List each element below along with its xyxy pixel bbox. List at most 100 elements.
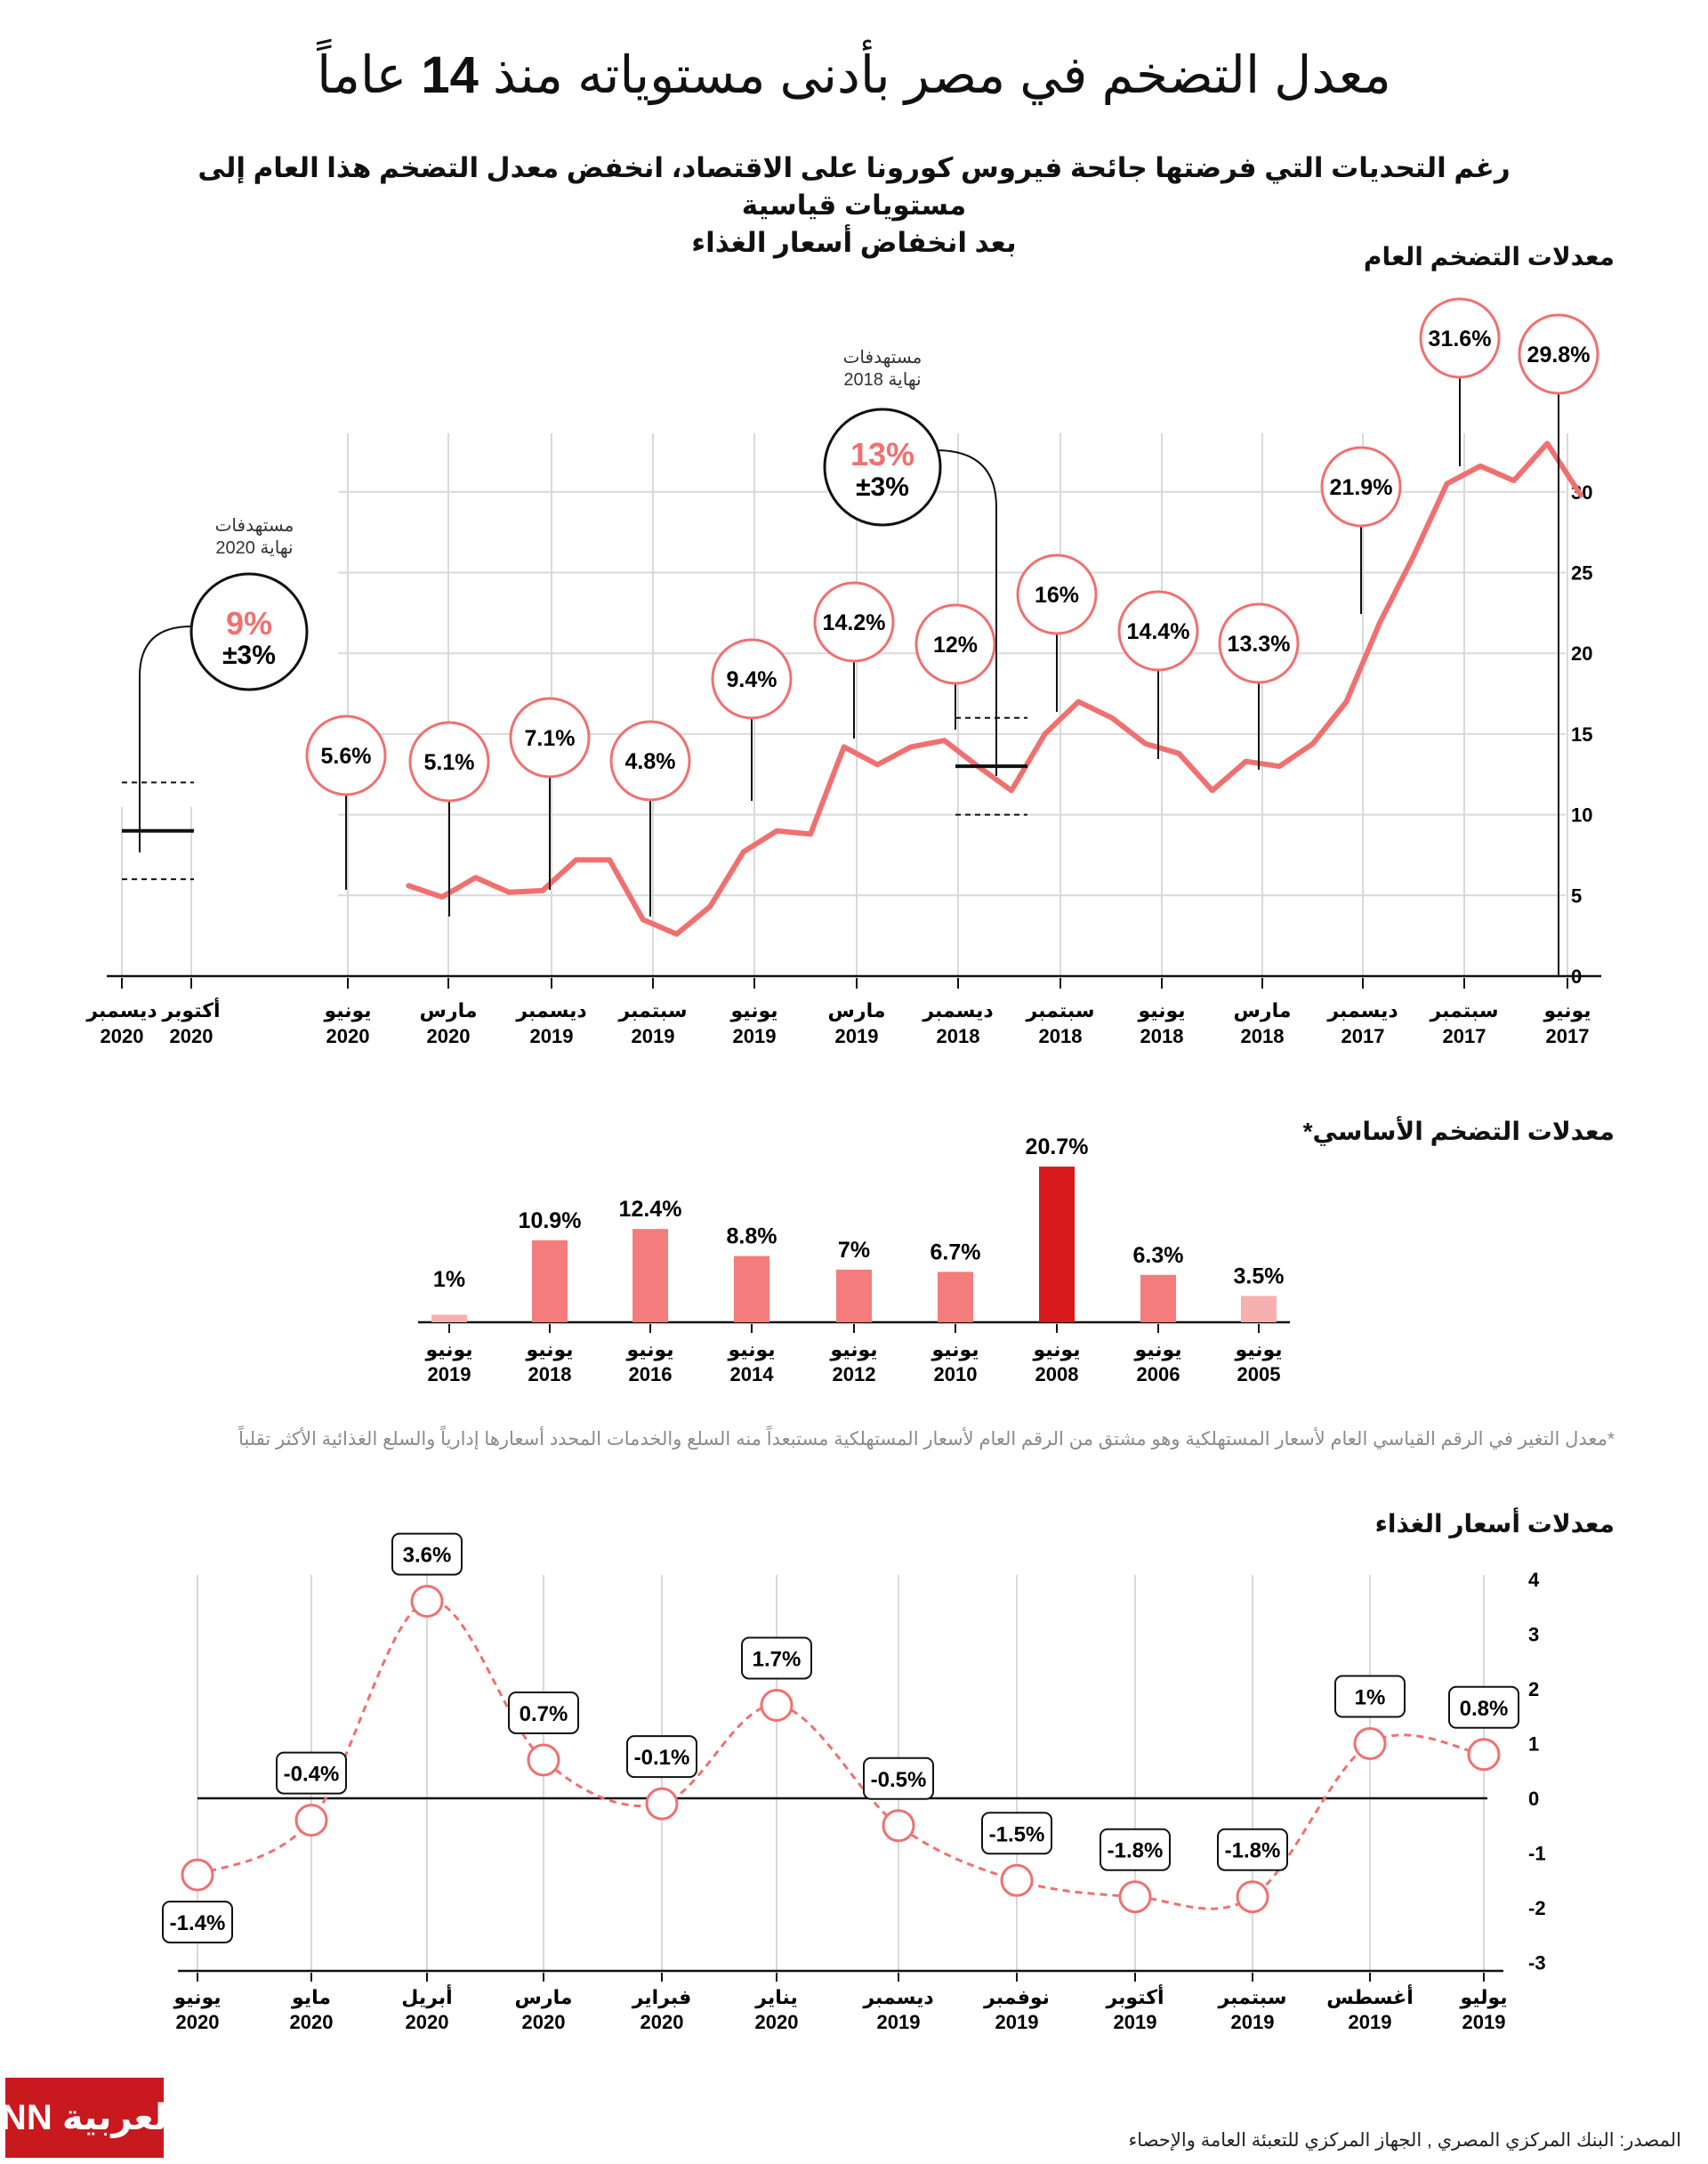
core-bar-value-label: 6.7% bbox=[931, 1239, 981, 1264]
annotation-value-label: 5.6% bbox=[321, 744, 372, 769]
x-tick-year-label: 2018 bbox=[1039, 1025, 1083, 1047]
food-tick-year: 2019 bbox=[1462, 2011, 1506, 2033]
target-2018-leader bbox=[935, 449, 997, 776]
target-2018-value: 13% bbox=[850, 436, 914, 472]
annotation-bubble bbox=[914, 603, 996, 685]
annotation-value-label: 16% bbox=[1035, 583, 1079, 608]
food-section-title: معدلات أسعار الغذاء bbox=[1374, 1510, 1615, 1538]
footnote: *معدل التغير في الرقم القياسي العام لأسع… bbox=[238, 1429, 1615, 1449]
x-tick-month-label: ديسمبر bbox=[515, 999, 586, 1022]
core-tick-year: 2019 bbox=[428, 1363, 471, 1385]
food-tick-month: يناير bbox=[754, 1986, 797, 2009]
x-tick-year-label: 2020 bbox=[326, 1025, 370, 1047]
food-y-tick-label: -3 bbox=[1528, 1952, 1546, 1974]
food-data-point bbox=[645, 1787, 679, 1821]
food-value-box bbox=[741, 1636, 812, 1680]
core-tick-month: يونيو bbox=[931, 1338, 979, 1361]
food-tick-year: 2020 bbox=[755, 2011, 799, 2033]
food-value-label: -1.4% bbox=[170, 1911, 226, 1935]
food-data-point bbox=[1353, 1727, 1387, 1760]
x-tick-month-label: يونيو bbox=[323, 999, 371, 1022]
target-2018-band-label: ±3% bbox=[856, 472, 909, 502]
food-tick-year: 2019 bbox=[1114, 2011, 1157, 2033]
food-tick-year: 2019 bbox=[877, 2011, 921, 2033]
core-tick-year: 2008 bbox=[1035, 1363, 1079, 1385]
core-tick-month: يونيو bbox=[424, 1338, 472, 1361]
headline-inflation-line bbox=[406, 440, 1583, 937]
cnn-arabic-logo: CNN بالعربية bbox=[0, 2078, 194, 2158]
annotation-bubble bbox=[813, 581, 895, 663]
logo-mark: CNN بالعربية bbox=[0, 2078, 194, 2158]
x-tick-year-label: 2017 bbox=[1443, 1025, 1486, 1047]
food-tick-month: أبريل bbox=[401, 1983, 452, 2009]
core-bar-value-label: 12.4% bbox=[619, 1197, 682, 1222]
annotation-bubble bbox=[609, 720, 691, 802]
food-value-box bbox=[276, 1751, 347, 1795]
food-data-point bbox=[1118, 1880, 1152, 1914]
annotation-value-label: 13.3% bbox=[1228, 632, 1291, 657]
page-title: معدل التضخم في مصر بأدنى مستوياته منذ 14… bbox=[0, 44, 1708, 105]
food-tick-year: 2020 bbox=[290, 2011, 334, 2033]
y-tick-label: 15 bbox=[1571, 723, 1592, 746]
title-text-start: معدل التضخم في مصر بأدنى مستوياته منذ bbox=[492, 46, 1391, 104]
core-bar-value-label: 10.9% bbox=[519, 1208, 582, 1233]
food-tick-year: 2019 bbox=[1349, 2011, 1392, 2033]
annotation-bubble bbox=[1016, 553, 1098, 635]
target-2020-band-label: ±3% bbox=[222, 641, 276, 670]
subtitle-line-2: بعد انخفاض أسعار الغذاء bbox=[691, 227, 1017, 258]
core-tick-month: يونيو bbox=[1032, 1338, 1080, 1361]
core-bar bbox=[532, 1239, 568, 1322]
food-price-curve bbox=[197, 1599, 1485, 1910]
x-tick-month-label: مارس bbox=[1234, 999, 1292, 1021]
core-bar-value-label: 20.7% bbox=[1026, 1134, 1089, 1159]
core-tick-year: 2016 bbox=[629, 1363, 673, 1385]
annotation-value-label: 14.2% bbox=[823, 610, 886, 635]
annotation-value-label: 12% bbox=[933, 633, 978, 658]
y-tick-label: 20 bbox=[1571, 642, 1592, 665]
source-note: المصدر: البنك المركزي المصري , الجهاز ال… bbox=[1128, 2130, 1681, 2151]
y-tick-label: 25 bbox=[1571, 562, 1592, 585]
annotation-value-label: 5.1% bbox=[424, 750, 475, 775]
y-tick-label: 5 bbox=[1571, 884, 1582, 907]
food-tick-month: سبتمبر bbox=[1217, 1986, 1286, 2009]
food-tick-year: 2020 bbox=[176, 2011, 220, 2033]
x-tick-year-label: 2018 bbox=[1241, 1025, 1285, 1047]
core-bar-value-label: 6.3% bbox=[1133, 1243, 1184, 1268]
x-tick-year-label: 2018 bbox=[1140, 1025, 1184, 1047]
x-tick-month-label: ديسمبر bbox=[85, 999, 157, 1022]
annotation-value-label: 14.4% bbox=[1127, 619, 1190, 644]
target-2020-caption-1: مستهدفات bbox=[215, 516, 294, 536]
food-tick-month: ديسمبر bbox=[862, 1986, 933, 2009]
food-data-point bbox=[527, 1743, 560, 1777]
x-tick-year-label: 2018 bbox=[937, 1025, 980, 1047]
food-data-point bbox=[410, 1585, 444, 1619]
food-value-label: -1.8% bbox=[1225, 1839, 1281, 1863]
food-value-label: 1.7% bbox=[753, 1647, 802, 1671]
annotation-bubble bbox=[1218, 602, 1300, 684]
food-value-label: -1.5% bbox=[989, 1822, 1045, 1846]
x-tick-month-label: يونيو bbox=[1137, 999, 1185, 1022]
core-bar bbox=[1039, 1167, 1075, 1322]
food-tick-year: 2020 bbox=[640, 2011, 684, 2033]
food-y-tick-label: 0 bbox=[1528, 1788, 1539, 1810]
annotation-value-label: 4.8% bbox=[625, 749, 676, 774]
core-bar bbox=[836, 1269, 872, 1322]
x-tick-year-label: 2020 bbox=[170, 1025, 214, 1047]
food-value-box bbox=[508, 1691, 579, 1734]
x-tick-year-label: 2017 bbox=[1341, 1025, 1385, 1047]
target-2020-caption-2: نهاية 2020 bbox=[215, 538, 293, 558]
core-tick-month: يونيو bbox=[727, 1338, 775, 1361]
annotation-value-label: 7.1% bbox=[525, 726, 576, 751]
food-value-label: 0.7% bbox=[520, 1702, 568, 1726]
core-bar bbox=[1140, 1274, 1176, 1322]
core-tick-month: يونيو bbox=[1234, 1338, 1282, 1361]
core-bar-value-label: 1% bbox=[433, 1267, 465, 1292]
x-tick-month-label: مارس bbox=[828, 999, 886, 1021]
food-data-point bbox=[181, 1858, 214, 1892]
headline-inflation-chart: يونيو 2017 سبتمبر 2017 ديسمبر 2017 مارس 2018 يون… bbox=[85, 297, 1601, 1047]
target-2018-caption-2: نهاية 2018 bbox=[843, 370, 921, 390]
food-data-point bbox=[882, 1809, 915, 1843]
food-prices-chart: -3 -2 -1 0 1 2 3 4 -1.4% -0.4% 3.6% 0.7% -0.1% 1.7% -0… bbox=[162, 1532, 1546, 2033]
food-value-label: -1.8% bbox=[1108, 1839, 1164, 1863]
core-bar-value-label: 3.5% bbox=[1234, 1264, 1285, 1288]
